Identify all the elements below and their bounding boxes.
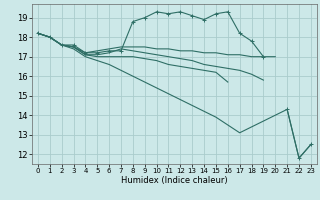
X-axis label: Humidex (Indice chaleur): Humidex (Indice chaleur) [121, 176, 228, 185]
